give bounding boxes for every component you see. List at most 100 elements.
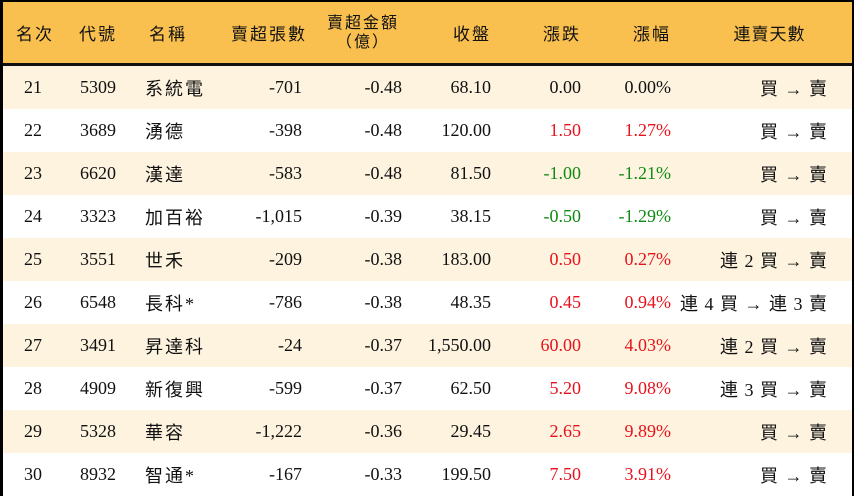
cell-change: 0.50 (549, 249, 582, 269)
cell-close: 38.15 (450, 206, 492, 226)
header-consecutive-days: 連賣天數 (733, 25, 806, 44)
cell-change-pct: 9.08% (624, 378, 672, 398)
cell-change: 60.00 (540, 335, 582, 355)
header-change: 漲跌 (543, 25, 581, 44)
cell-close: 29.45 (450, 421, 492, 441)
cell-close: 199.50 (441, 464, 492, 484)
cell-net-sell-lots: -1,222 (255, 421, 303, 441)
header-net-sell-amount-label: 賣超金額 (326, 14, 399, 32)
cell-code: 3689 (80, 120, 116, 140)
cell-consecutive-days: 連 2 買 → 賣 (720, 250, 828, 271)
cell-consecutive-days: 買 → 賣 (760, 465, 828, 486)
cell-close: 48.35 (450, 292, 492, 312)
cell-net-sell-lots: -786 (269, 292, 302, 312)
cell-change-pct: -1.21% (618, 163, 672, 183)
cell-rank: 22 (24, 120, 42, 140)
header-net-sell-amount: 賣超金額 （億） (302, 14, 402, 52)
table-row: 24 3323 加百裕 -1,015 -0.39 38.15 -0.50 -1.… (3, 195, 852, 238)
cell-net-sell-lots: -24 (278, 335, 302, 355)
header-code: 代號 (79, 25, 117, 44)
cell-change-pct: 4.03% (624, 335, 672, 355)
cell-code: 6548 (80, 292, 116, 312)
cell-rank: 21 (24, 77, 42, 97)
cell-code: 5309 (80, 77, 116, 97)
cell-consecutive-days: 連 2 買 → 賣 (720, 336, 828, 357)
cell-rank: 27 (24, 335, 42, 355)
table-row: 30 8932 智通* -167 -0.33 199.50 7.50 3.91%… (3, 453, 852, 496)
cell-code: 8932 (80, 464, 116, 484)
cell-net-sell-amount: -0.48 (364, 163, 403, 183)
cell-net-sell-amount: -0.33 (364, 464, 403, 484)
cell-change: 1.50 (549, 120, 582, 140)
cell-consecutive-days: 買 → 賣 (760, 121, 828, 142)
cell-net-sell-lots: -583 (269, 163, 302, 183)
table-row: 27 3491 昇達科 -24 -0.37 1,550.00 60.00 4.0… (3, 324, 852, 367)
cell-net-sell-amount: -0.38 (364, 292, 403, 312)
table-row: 22 3689 湧德 -398 -0.48 120.00 1.50 1.27% … (3, 109, 852, 152)
cell-rank: 26 (24, 292, 42, 312)
cell-close: 81.50 (450, 163, 492, 183)
cell-name: 華容 (145, 422, 185, 443)
cell-rank: 29 (24, 421, 42, 441)
cell-name: 漢達 (145, 164, 185, 185)
cell-name: 加百裕 (145, 207, 205, 228)
table-row: 21 5309 系統電 -701 -0.48 68.10 0.00 0.00% … (3, 66, 852, 109)
cell-consecutive-days: 買 → 賣 (760, 207, 828, 228)
cell-change: 0.00 (549, 77, 582, 97)
cell-change-pct: 9.89% (624, 421, 672, 441)
table-row: 23 6620 漢達 -583 -0.48 81.50 -1.00 -1.21%… (3, 152, 852, 195)
cell-net-sell-lots: -209 (269, 249, 302, 269)
table-row: 25 3551 世禾 -209 -0.38 183.00 0.50 0.27% … (3, 238, 852, 281)
cell-change: -0.50 (543, 206, 582, 226)
cell-code: 3551 (80, 249, 116, 269)
cell-name: 智通* (145, 465, 196, 486)
cell-rank: 24 (24, 206, 42, 226)
cell-change-pct: -1.29% (618, 206, 672, 226)
cell-rank: 25 (24, 249, 42, 269)
table-row: 29 5328 華容 -1,222 -0.36 29.45 2.65 9.89%… (3, 410, 852, 453)
cell-code: 3491 (80, 335, 116, 355)
header-net-sell-amount-unit: （億） (335, 33, 390, 51)
cell-change-pct: 3.91% (624, 464, 672, 484)
cell-change-pct: 0.00% (624, 77, 672, 97)
cell-close: 120.00 (441, 120, 492, 140)
cell-change: 5.20 (549, 378, 582, 398)
cell-name: 世禾 (145, 250, 185, 271)
cell-net-sell-amount: -0.37 (364, 378, 403, 398)
cell-net-sell-amount: -0.38 (364, 249, 403, 269)
cell-name: 湧德 (145, 121, 185, 142)
table-row: 28 4909 新復興 -599 -0.37 62.50 5.20 9.08% … (3, 367, 852, 410)
cell-close: 1,550.00 (428, 335, 491, 355)
cell-net-sell-lots: -701 (269, 77, 302, 97)
cell-net-sell-amount: -0.48 (364, 77, 403, 97)
cell-close: 62.50 (450, 378, 492, 398)
cell-rank: 30 (24, 464, 42, 484)
cell-consecutive-days: 連 3 買 → 賣 (720, 379, 828, 400)
cell-change-pct: 0.94% (624, 292, 672, 312)
cell-code: 3323 (80, 206, 116, 226)
cell-net-sell-lots: -167 (269, 464, 302, 484)
table-body: 21 5309 系統電 -701 -0.48 68.10 0.00 0.00% … (3, 66, 852, 496)
cell-rank: 28 (24, 378, 42, 398)
cell-change: 7.50 (549, 464, 582, 484)
table-row: 26 6548 長科* -786 -0.38 48.35 0.45 0.94% … (3, 281, 852, 324)
cell-name: 長科* (145, 293, 196, 314)
cell-name: 系統電 (145, 78, 205, 99)
cell-consecutive-days: 連 4 買 → 連 3 賣 (680, 293, 828, 314)
cell-net-sell-amount: -0.48 (364, 120, 403, 140)
cell-change: -1.00 (543, 163, 582, 183)
cell-name: 昇達科 (145, 336, 205, 357)
cell-consecutive-days: 買 → 賣 (760, 422, 828, 443)
cell-net-sell-amount: -0.36 (364, 421, 403, 441)
table-header: 名次 代號 名稱 賣超張數 賣超金額 （億） 收盤 漲跌 漲幅 連賣天數 (3, 2, 852, 66)
header-change-pct: 漲幅 (633, 25, 671, 44)
header-name: 名稱 (149, 25, 187, 44)
cell-net-sell-amount: -0.39 (364, 206, 403, 226)
cell-net-sell-lots: -1,015 (255, 206, 303, 226)
cell-code: 4909 (80, 378, 116, 398)
cell-name: 新復興 (145, 379, 205, 400)
cell-net-sell-lots: -398 (269, 120, 302, 140)
cell-change: 0.45 (549, 292, 582, 312)
cell-code: 6620 (80, 163, 116, 183)
